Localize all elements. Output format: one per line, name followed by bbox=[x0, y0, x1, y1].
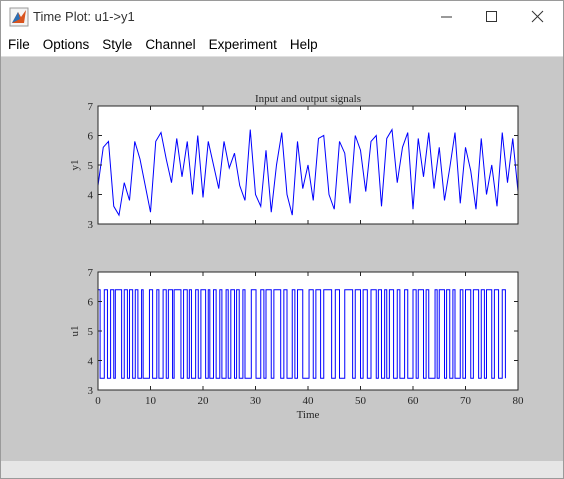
x-tick-label: 20 bbox=[198, 395, 210, 407]
y-tick-label: 5 bbox=[88, 160, 94, 172]
y-axis-label: u1 bbox=[69, 326, 81, 337]
menu-item[interactable]: Help bbox=[289, 36, 318, 52]
y-tick-label: 6 bbox=[88, 131, 94, 143]
maximize-button[interactable] bbox=[486, 11, 497, 22]
menu-item[interactable]: Channel bbox=[145, 36, 196, 52]
x-tick-label: 70 bbox=[460, 395, 472, 407]
y-tick-label: 6 bbox=[88, 297, 94, 309]
y-axis-label: y1 bbox=[69, 160, 81, 171]
window-controls[interactable] bbox=[431, 1, 551, 33]
x-tick-label: 80 bbox=[513, 395, 525, 407]
menu-item[interactable]: Style bbox=[102, 36, 133, 52]
close-button[interactable] bbox=[531, 10, 544, 23]
y-tick-label: 3 bbox=[88, 219, 94, 231]
y-tick-label: 4 bbox=[88, 190, 94, 202]
x-tick-label: 30 bbox=[250, 395, 262, 407]
window-title: Time Plot: u1->y1 bbox=[33, 9, 135, 24]
y-tick-label: 4 bbox=[88, 356, 94, 368]
signal-line bbox=[98, 289, 506, 379]
menu-bar: File Options Style Channel Experiment Help bbox=[1, 33, 563, 55]
plot-area: 3 4 5 6 7 Input and output signals y1 3 4 5 6 7 0 10 2… bbox=[1, 56, 563, 462]
chart-title: Input and output signals bbox=[255, 93, 361, 105]
x-tick-label: 60 bbox=[408, 395, 420, 407]
app-icon bbox=[9, 7, 29, 27]
x-tick-label: 10 bbox=[145, 395, 157, 407]
x-tick-label: 40 bbox=[303, 395, 315, 407]
title-bar: Time Plot: u1->y1 bbox=[1, 1, 563, 33]
menu-item[interactable]: Experiment bbox=[208, 36, 277, 52]
status-bar bbox=[1, 461, 563, 478]
y-tick-label: 5 bbox=[88, 326, 94, 338]
y-tick-label: 7 bbox=[88, 267, 94, 279]
signal-line bbox=[98, 128, 518, 217]
x-tick-label: 50 bbox=[355, 395, 367, 407]
menu-item[interactable]: Options bbox=[42, 36, 90, 52]
x-tick-label: 0 bbox=[95, 395, 101, 407]
y-tick-label: 7 bbox=[88, 101, 94, 113]
menu-item[interactable]: File bbox=[8, 36, 30, 52]
x-axis-label: Time bbox=[297, 409, 320, 421]
axes-box bbox=[97, 105, 519, 225]
y-tick-label: 3 bbox=[88, 385, 94, 397]
axes-box bbox=[97, 271, 519, 391]
